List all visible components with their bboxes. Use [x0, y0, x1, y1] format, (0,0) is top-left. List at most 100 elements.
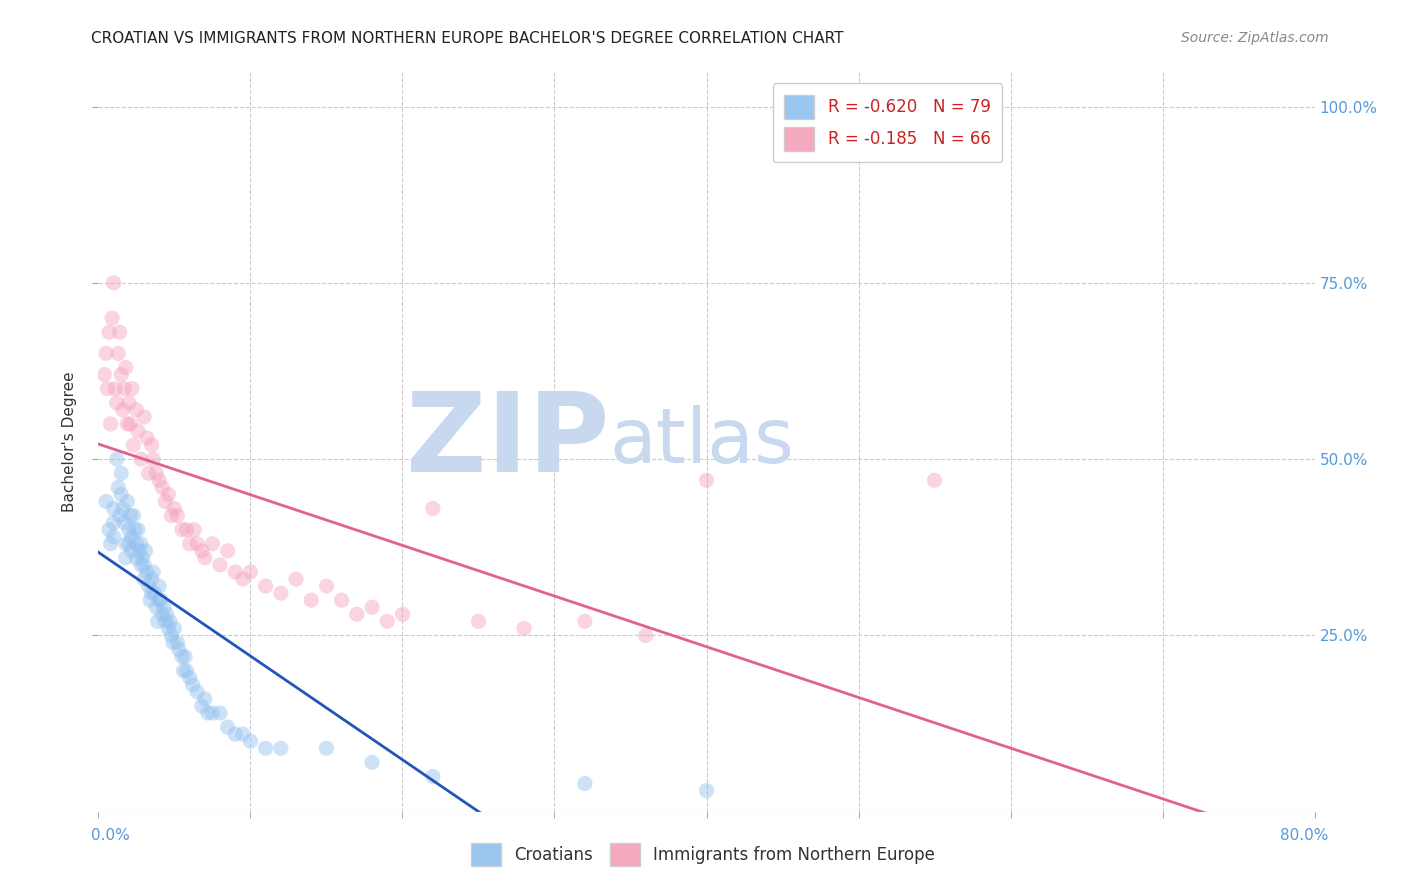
Point — [135, 544, 157, 558]
Point — [315, 579, 337, 593]
Point — [121, 544, 143, 558]
Y-axis label: Bachelor's Degree: Bachelor's Degree — [62, 371, 77, 512]
Point — [270, 741, 292, 756]
Point — [696, 783, 718, 797]
Point — [104, 382, 127, 396]
Point — [155, 615, 177, 629]
Point — [166, 635, 188, 649]
Point — [107, 346, 129, 360]
Point — [467, 615, 489, 629]
Point — [118, 396, 141, 410]
Point — [191, 544, 214, 558]
Point — [114, 550, 136, 565]
Point — [132, 558, 155, 572]
Point — [170, 523, 193, 537]
Point — [149, 593, 172, 607]
Point — [100, 537, 122, 551]
Point — [145, 467, 167, 481]
Point — [127, 523, 149, 537]
Point — [138, 467, 160, 481]
Point — [117, 417, 139, 431]
Point — [110, 368, 132, 382]
Point — [98, 523, 121, 537]
Point — [141, 438, 163, 452]
Point — [132, 572, 155, 586]
Point — [174, 649, 197, 664]
Point — [108, 325, 131, 339]
Point — [94, 346, 117, 360]
Point — [160, 508, 183, 523]
Point — [201, 706, 224, 720]
Point — [330, 593, 353, 607]
Point — [125, 402, 148, 417]
Point — [127, 424, 149, 438]
Point — [152, 600, 174, 615]
Point — [224, 565, 246, 579]
Point — [209, 558, 232, 572]
Point — [136, 431, 159, 445]
Point — [254, 579, 277, 593]
Point — [111, 501, 134, 516]
Point — [232, 572, 254, 586]
Point — [574, 615, 596, 629]
Point — [696, 473, 718, 487]
Point — [157, 487, 180, 501]
Point — [194, 550, 217, 565]
Point — [112, 516, 135, 530]
Point — [239, 565, 262, 579]
Legend: R = -0.620   N = 79, R = -0.185   N = 66: R = -0.620 N = 79, R = -0.185 N = 66 — [773, 83, 1002, 162]
Point — [197, 706, 219, 720]
Point — [100, 417, 122, 431]
Point — [163, 501, 186, 516]
Text: 80.0%: 80.0% — [1281, 828, 1329, 843]
Point — [191, 698, 214, 713]
Point — [142, 565, 165, 579]
Point — [186, 537, 208, 551]
Point — [139, 593, 162, 607]
Point — [105, 452, 128, 467]
Point — [105, 396, 128, 410]
Legend: Croatians, Immigrants from Northern Europe: Croatians, Immigrants from Northern Euro… — [463, 835, 943, 875]
Point — [138, 579, 160, 593]
Point — [179, 671, 201, 685]
Point — [122, 438, 145, 452]
Point — [114, 537, 136, 551]
Point — [125, 537, 148, 551]
Point — [176, 523, 198, 537]
Point — [391, 607, 413, 622]
Point — [142, 452, 165, 467]
Point — [315, 741, 337, 756]
Point — [108, 508, 131, 523]
Point — [103, 516, 125, 530]
Point — [574, 776, 596, 790]
Point — [132, 409, 155, 424]
Point — [167, 642, 190, 657]
Point — [146, 615, 169, 629]
Point — [148, 579, 170, 593]
Point — [299, 593, 322, 607]
Point — [122, 508, 145, 523]
Point — [93, 368, 115, 382]
Point — [217, 544, 239, 558]
Point — [141, 572, 163, 586]
Point — [120, 417, 142, 431]
Point — [136, 565, 159, 579]
Point — [150, 607, 173, 622]
Point — [150, 480, 173, 494]
Point — [173, 664, 195, 678]
Point — [422, 501, 444, 516]
Point — [160, 628, 183, 642]
Point — [176, 664, 198, 678]
Point — [145, 600, 167, 615]
Text: Source: ZipAtlas.com: Source: ZipAtlas.com — [1181, 31, 1329, 45]
Point — [118, 523, 141, 537]
Point — [148, 593, 170, 607]
Point — [117, 494, 139, 508]
Point — [159, 615, 181, 629]
Point — [110, 467, 132, 481]
Point — [121, 530, 143, 544]
Text: CROATIAN VS IMMIGRANTS FROM NORTHERN EUROPE BACHELOR'S DEGREE CORRELATION CHART: CROATIAN VS IMMIGRANTS FROM NORTHERN EUR… — [91, 31, 844, 46]
Point — [270, 586, 292, 600]
Point — [194, 692, 217, 706]
Point — [361, 756, 384, 770]
